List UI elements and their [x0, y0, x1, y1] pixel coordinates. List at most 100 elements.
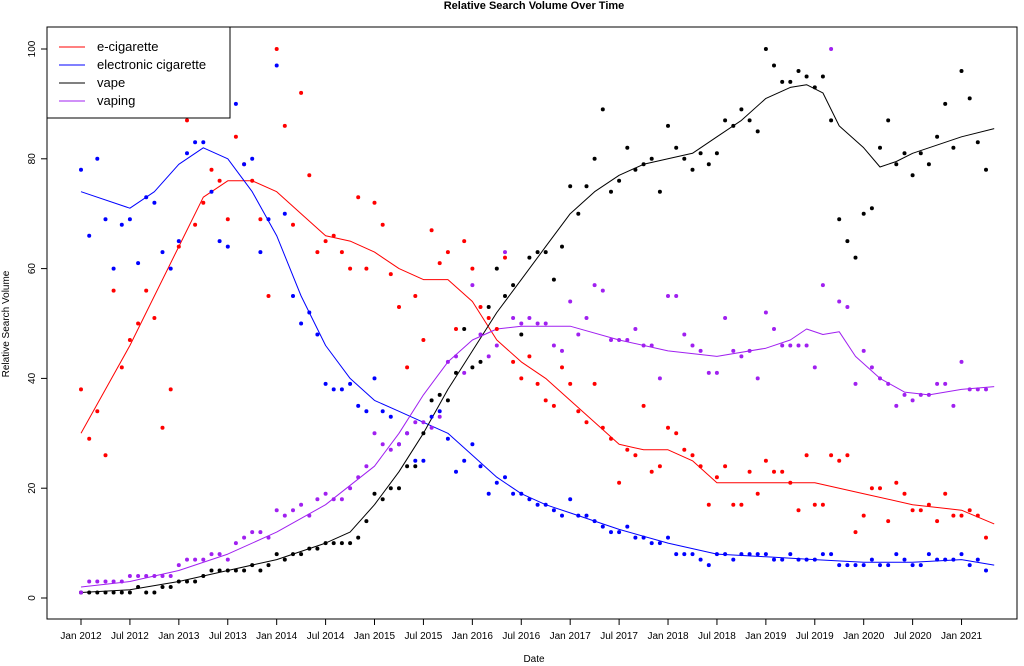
x-tick-label: Jan 2012: [60, 631, 102, 642]
data-point: [421, 431, 426, 436]
y-tick-label: 20: [27, 482, 38, 494]
data-point: [772, 557, 776, 562]
data-point: [242, 162, 247, 167]
data-point: [437, 392, 442, 397]
data-point: [551, 508, 556, 513]
y-tick-label: 60: [27, 263, 38, 275]
series-e-cigarette: [79, 47, 988, 540]
data-point: [185, 118, 189, 123]
data-point: [551, 277, 556, 282]
data-point: [698, 348, 703, 353]
data-point: [617, 178, 622, 183]
data-point: [951, 557, 956, 562]
data-point: [339, 541, 344, 546]
data-point: [959, 552, 964, 557]
data-point: [274, 552, 279, 557]
data-point: [462, 239, 467, 244]
data-point: [225, 244, 230, 249]
data-point: [568, 299, 573, 304]
data-point: [299, 321, 304, 326]
data-point: [111, 288, 116, 293]
data-point: [478, 305, 483, 309]
data-point: [470, 442, 475, 447]
data-point: [494, 327, 499, 331]
data-point: [503, 475, 507, 480]
y-tick-label: 40: [27, 372, 38, 384]
data-point: [356, 195, 361, 200]
data-point: [568, 381, 573, 386]
data-point: [494, 480, 499, 485]
x-tick-label: Jan 2021: [941, 631, 983, 642]
data-point: [763, 47, 768, 51]
data-point: [103, 217, 108, 222]
data-point: [209, 552, 214, 557]
data-point: [160, 425, 165, 430]
data-point: [600, 524, 605, 529]
data-point: [299, 502, 304, 507]
data-point: [731, 348, 736, 353]
data-point: [739, 552, 744, 557]
data-point: [87, 590, 92, 595]
data-point: [242, 568, 247, 573]
data-point: [625, 145, 630, 150]
data-point: [959, 513, 964, 518]
data-point: [926, 552, 931, 557]
x-tick-label: Jul 2013: [209, 631, 247, 642]
data-point: [258, 530, 263, 535]
data-point: [470, 365, 475, 370]
data-point: [682, 447, 687, 452]
data-point: [869, 206, 874, 211]
data-point: [535, 250, 540, 255]
data-point: [609, 189, 613, 194]
data-point: [217, 552, 222, 557]
data-point: [886, 381, 891, 386]
data-point: [641, 535, 646, 540]
y-tick-label: 80: [27, 153, 38, 165]
data-point: [845, 305, 850, 309]
data-point: [95, 579, 100, 584]
data-point: [152, 590, 157, 595]
data-point: [397, 442, 401, 447]
data-point: [698, 151, 703, 156]
data-point: [462, 370, 467, 375]
data-point: [168, 266, 173, 271]
data-point: [185, 557, 189, 562]
data-point: [372, 431, 377, 436]
data-point: [486, 354, 491, 359]
data-point: [127, 338, 132, 342]
data-point: [307, 513, 312, 518]
data-point: [935, 134, 940, 139]
data-point: [641, 403, 646, 408]
data-point: [462, 327, 467, 331]
data-point: [388, 414, 393, 419]
data-point: [282, 211, 287, 216]
data-point: [339, 497, 344, 502]
y-axis: 0 20 40 60 80 100: [27, 40, 48, 601]
data-point: [503, 294, 507, 298]
data-point: [193, 579, 198, 584]
data-point: [527, 255, 532, 260]
data-point: [886, 563, 891, 568]
data-point: [233, 101, 238, 106]
data-point: [829, 552, 834, 557]
data-point: [250, 563, 255, 568]
data-point: [437, 414, 442, 419]
data-point: [503, 255, 507, 260]
data-point: [951, 513, 956, 518]
data-point: [910, 173, 915, 178]
x-tick-label: Jul 2016: [502, 631, 540, 642]
data-point: [918, 508, 923, 513]
data-point: [519, 491, 524, 496]
data-point: [535, 502, 540, 507]
legend-label: vaping: [97, 93, 135, 108]
data-point: [372, 200, 377, 205]
data-point: [886, 118, 891, 123]
data-point: [747, 118, 752, 123]
data-point: [706, 370, 711, 375]
data-point: [657, 376, 662, 381]
data-point: [470, 283, 475, 288]
data-point: [926, 392, 931, 397]
x-tick-label: Jan 2016: [452, 631, 494, 642]
data-point: [176, 563, 181, 568]
data-point: [829, 47, 834, 51]
